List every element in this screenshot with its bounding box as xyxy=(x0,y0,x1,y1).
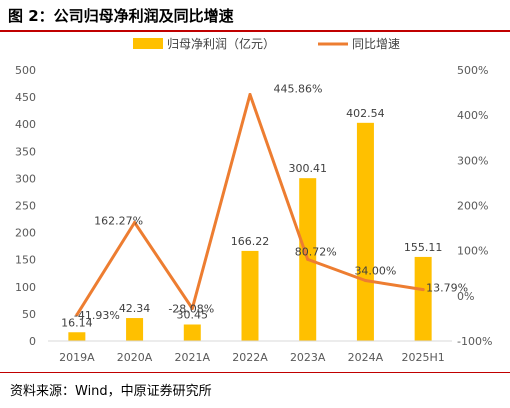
left-tick-label: 150 xyxy=(15,254,36,267)
left-tick-label: 50 xyxy=(22,308,36,321)
line-series xyxy=(75,92,425,317)
left-tick-label: 500 xyxy=(15,64,36,77)
line-point xyxy=(190,307,194,311)
line-value-label: 162.27% xyxy=(94,215,143,228)
line-point xyxy=(421,288,425,292)
bar-value-label: 30.45 xyxy=(177,308,209,321)
line-value-label: 80.72% xyxy=(295,245,337,258)
bar-value-label: 42.34 xyxy=(119,302,151,315)
x-tick-label: 2025H1 xyxy=(402,351,445,364)
right-tick-label: 400% xyxy=(457,109,488,122)
legend: 归母净利润（亿元） 同比增速 xyxy=(133,36,400,51)
bar xyxy=(356,122,374,341)
left-tick-label: 250 xyxy=(15,200,36,213)
legend-bar-swatch xyxy=(133,38,163,49)
right-tick-label: -100% xyxy=(457,335,492,348)
right-tick-label: 0% xyxy=(457,290,474,303)
title-divider xyxy=(0,30,510,32)
line-point xyxy=(248,92,252,96)
line-value-label: -28.08% xyxy=(168,303,214,316)
line-value-label: 445.86% xyxy=(274,82,323,95)
right-tick-label: 500% xyxy=(457,64,488,77)
x-tick-label: 2021A xyxy=(175,351,211,364)
bar xyxy=(241,250,259,341)
source-divider xyxy=(0,372,510,373)
x-tick-label: 2022A xyxy=(232,351,268,364)
left-tick-label: 450 xyxy=(15,91,36,104)
line-point xyxy=(133,221,137,225)
x-axis: 2019A 2020A 2021A 2022A 2023A 2024A 2025H1 xyxy=(48,340,452,364)
bar xyxy=(126,318,144,341)
bar-value-label: 155.11 xyxy=(404,241,443,254)
line-value-label: 34.00% xyxy=(354,264,396,277)
right-axis: -100% 0% 100% 200% 300% 400% 500% xyxy=(457,64,492,348)
x-tick-label: 2019A xyxy=(59,351,95,364)
chart: 归母净利润（亿元） 同比增速 0 50 100 150 200 250 300 350 400 45… xyxy=(15,36,492,364)
line-value-label: -41.93% xyxy=(74,309,120,322)
left-tick-label: 350 xyxy=(15,145,36,158)
source-note: 资料来源：Wind，中原证券研究所 xyxy=(10,384,212,399)
bar-value-label: 402.54 xyxy=(346,107,385,120)
right-tick-label: 100% xyxy=(457,245,488,258)
bar xyxy=(414,256,432,341)
x-tick-label: 2023A xyxy=(290,351,326,364)
legend-bar-label: 归母净利润（亿元） xyxy=(167,36,275,51)
left-tick-label: 200 xyxy=(15,227,36,240)
bar-value-label: 166.22 xyxy=(231,235,270,248)
left-tick-label: 300 xyxy=(15,172,36,185)
figure-title: 图 2：公司归母净利润及同比增速 xyxy=(8,7,234,25)
line-point xyxy=(306,257,310,261)
bar xyxy=(183,324,201,341)
line-point xyxy=(75,313,79,317)
bar-value-label: 16.14 xyxy=(61,316,93,329)
x-tick-label: 2024A xyxy=(348,351,384,364)
line-value-label: 13.79% xyxy=(426,282,468,295)
bar-data-labels: 16.14 42.34 30.45 166.22 300.41 402.54 155.11 xyxy=(61,107,442,329)
left-tick-label: 400 xyxy=(15,118,36,131)
bar xyxy=(68,332,86,341)
left-axis: 0 50 100 150 200 250 300 350 400 450 500 xyxy=(15,64,36,348)
line-point xyxy=(363,278,367,282)
legend-line-label: 同比增速 xyxy=(352,37,400,51)
right-tick-label: 300% xyxy=(457,154,488,167)
bar-value-label: 300.41 xyxy=(288,162,327,175)
x-tick-label: 2020A xyxy=(117,351,153,364)
right-tick-label: 200% xyxy=(457,200,488,213)
left-tick-label: 100 xyxy=(15,281,36,294)
left-tick-label: 0 xyxy=(29,335,36,348)
line-data-labels: -41.93% 162.27% -28.08% 445.86% 80.72% 34.00%… xyxy=(74,82,468,321)
